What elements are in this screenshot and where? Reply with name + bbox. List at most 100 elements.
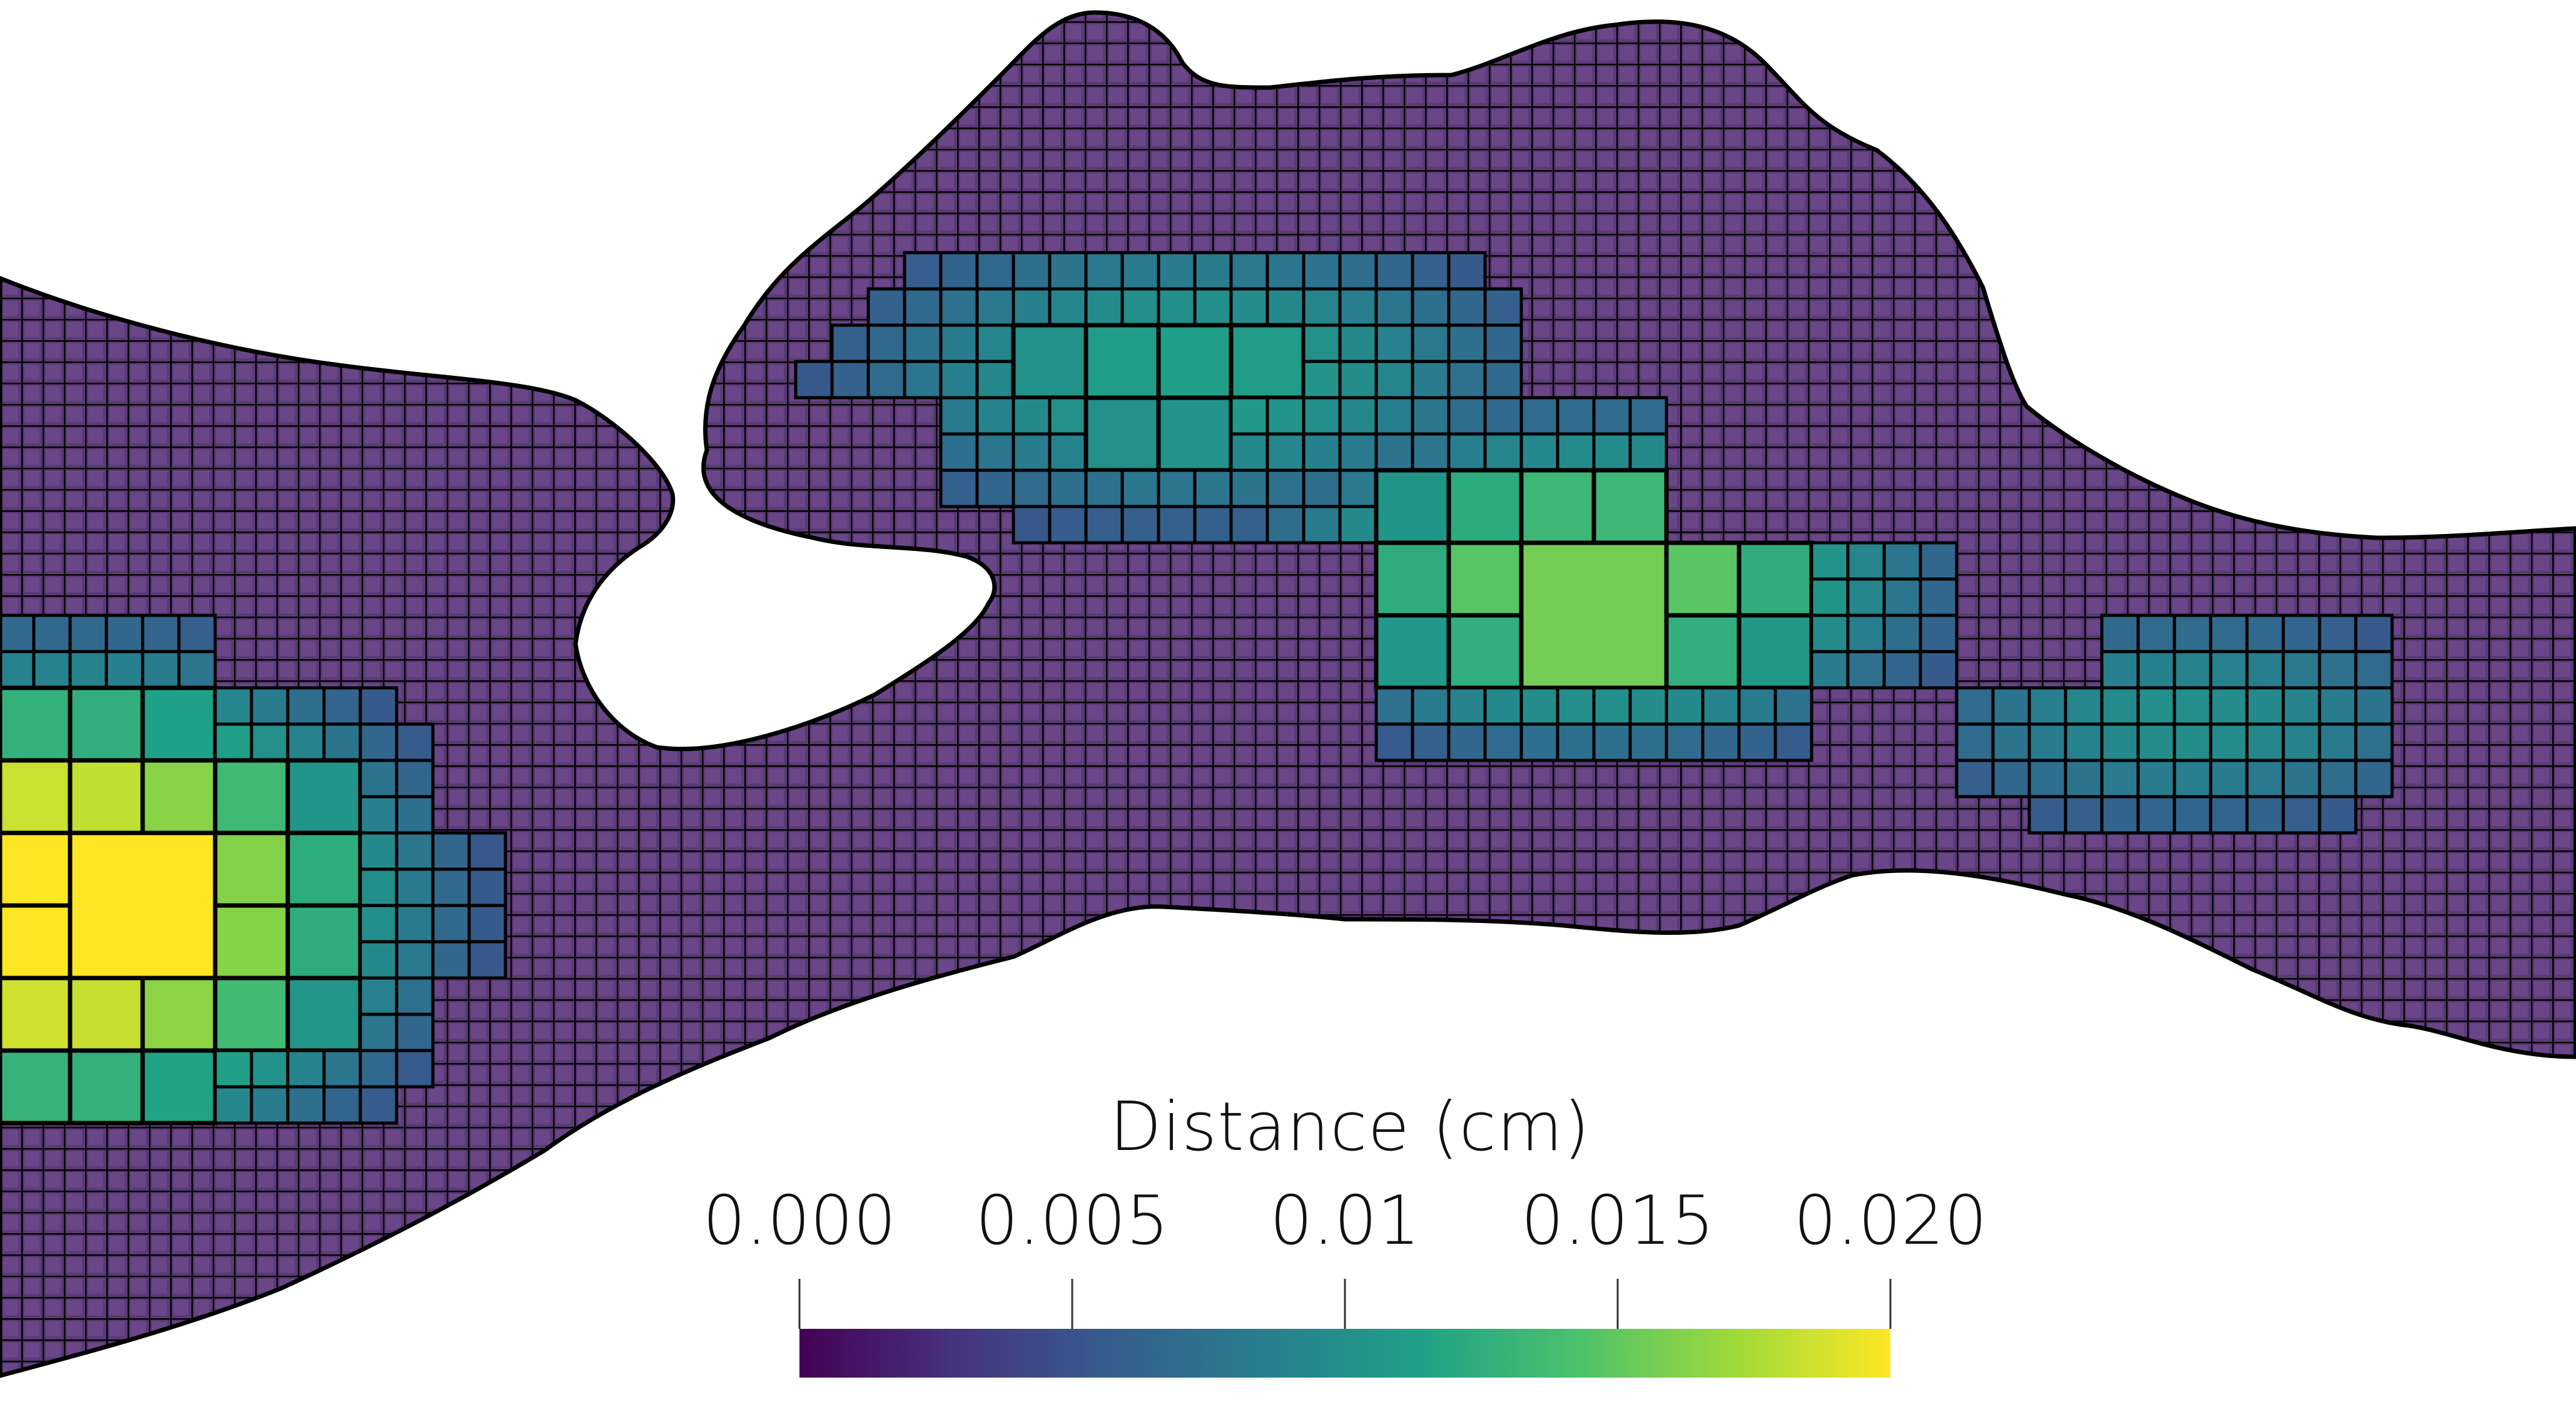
mesh-cell	[2318, 613, 2358, 653]
mesh-cell	[939, 287, 979, 327]
mesh-cell	[975, 396, 1015, 436]
mesh-cell	[1374, 613, 1451, 690]
mesh-cell	[2245, 759, 2285, 799]
mesh-cell	[1120, 468, 1160, 508]
mesh-cell	[68, 613, 108, 653]
mesh-cell	[358, 795, 398, 835]
mesh-cell	[1664, 540, 1742, 618]
mesh-cell	[2136, 613, 2176, 653]
mesh-cell	[1991, 686, 2031, 726]
mesh-cell	[1411, 432, 1451, 472]
mesh-cell	[1446, 468, 1524, 545]
mesh-cell	[1773, 686, 1813, 726]
mesh-cell	[1519, 396, 1559, 436]
colorbar-tick-label-0: 0.000	[702, 1182, 896, 1260]
mesh-cell	[68, 976, 145, 1053]
mesh-cell	[1229, 468, 1269, 508]
mesh-cell	[1483, 722, 1523, 762]
mesh-cell	[250, 1085, 290, 1125]
mesh-cell	[1374, 396, 1414, 436]
mesh-cell	[2173, 722, 2213, 762]
mesh-cell	[1882, 650, 1922, 690]
mesh-cell	[395, 831, 435, 871]
mesh-cell	[1302, 323, 1342, 363]
mesh-cell	[177, 613, 217, 653]
mesh-cell	[2318, 650, 2358, 690]
mesh-cell	[431, 831, 471, 871]
mesh-cell	[939, 323, 979, 363]
mesh-cell	[1411, 722, 1451, 762]
mesh-cell	[1084, 251, 1124, 291]
mesh-cell	[1665, 686, 1705, 726]
mesh-cell	[395, 1049, 435, 1089]
mesh-cell	[395, 759, 435, 799]
mesh-cell	[1447, 323, 1487, 363]
mesh-cell	[2318, 686, 2358, 726]
mesh-cell	[1446, 540, 1524, 618]
mesh-cell	[1556, 432, 1596, 472]
mesh-cell	[830, 323, 870, 363]
mesh-cell	[939, 396, 979, 436]
mesh-cell	[1302, 505, 1342, 545]
mesh-cell	[1664, 613, 1742, 690]
mesh-cell	[1302, 287, 1342, 327]
mesh-cell	[2209, 722, 2249, 762]
mesh-cell	[395, 722, 435, 762]
mesh-cell	[1628, 396, 1668, 436]
mesh-cell	[866, 323, 906, 363]
mesh-cell	[1810, 541, 1850, 581]
mesh-cell	[213, 830, 290, 908]
mesh-cell	[2245, 795, 2285, 835]
mesh-cell	[903, 251, 943, 291]
mesh-cell	[1737, 686, 1777, 726]
mesh-cell	[1012, 287, 1052, 327]
mesh-cell	[1483, 396, 1523, 436]
mesh-cell	[431, 867, 471, 907]
mesh-cell	[358, 686, 398, 726]
mesh-cell	[322, 1085, 362, 1125]
mesh-cell	[2027, 759, 2067, 799]
mesh-cell	[0, 830, 73, 908]
mesh-cell	[1592, 432, 1632, 472]
colorbar-tick-label-4: 0.020	[1793, 1182, 1987, 1260]
mesh-cell	[2100, 795, 2140, 835]
mesh-cell	[2281, 650, 2321, 690]
mesh-cell	[1519, 540, 1669, 690]
mesh-cell	[2354, 686, 2394, 726]
mesh-cell	[0, 685, 73, 763]
mesh-cell	[358, 1049, 398, 1089]
mesh-cell	[68, 830, 218, 981]
mesh-cell	[1628, 722, 1668, 762]
mesh-cell	[1519, 468, 1596, 545]
mesh-cell	[1229, 396, 1269, 436]
colorbar-title: Distance (cm)	[1109, 1088, 1591, 1166]
mesh-cell	[1882, 541, 1922, 581]
mesh-cell	[68, 650, 108, 690]
mesh-cell	[1229, 287, 1269, 327]
mesh-cell	[1556, 686, 1596, 726]
mesh-cell	[1919, 613, 1959, 653]
fluid-domain	[0, 10, 2576, 1378]
mesh-cell	[1156, 323, 1234, 400]
mesh-cell	[1374, 432, 1414, 472]
mesh-cell	[395, 976, 435, 1016]
mesh-cell	[1810, 577, 1850, 617]
mesh-cell	[1701, 686, 1741, 726]
mesh-cell	[213, 1085, 253, 1125]
mesh-cell	[1483, 287, 1523, 327]
mesh-cell	[2173, 759, 2213, 799]
mesh-cell	[0, 613, 36, 653]
mesh-cell	[2245, 686, 2285, 726]
mesh-cell	[975, 468, 1015, 508]
mesh-cell	[0, 976, 73, 1053]
mesh-cell	[431, 940, 471, 980]
mesh-cell	[358, 867, 398, 907]
mesh-cell	[1120, 505, 1160, 545]
mesh-cell	[68, 1048, 145, 1126]
mesh-cell	[1955, 686, 1995, 726]
mesh-cell	[1374, 287, 1414, 327]
mesh-cell	[358, 722, 398, 762]
mesh-cell	[1302, 251, 1342, 291]
mesh-cell	[903, 323, 943, 363]
mesh-cell	[1157, 468, 1197, 508]
